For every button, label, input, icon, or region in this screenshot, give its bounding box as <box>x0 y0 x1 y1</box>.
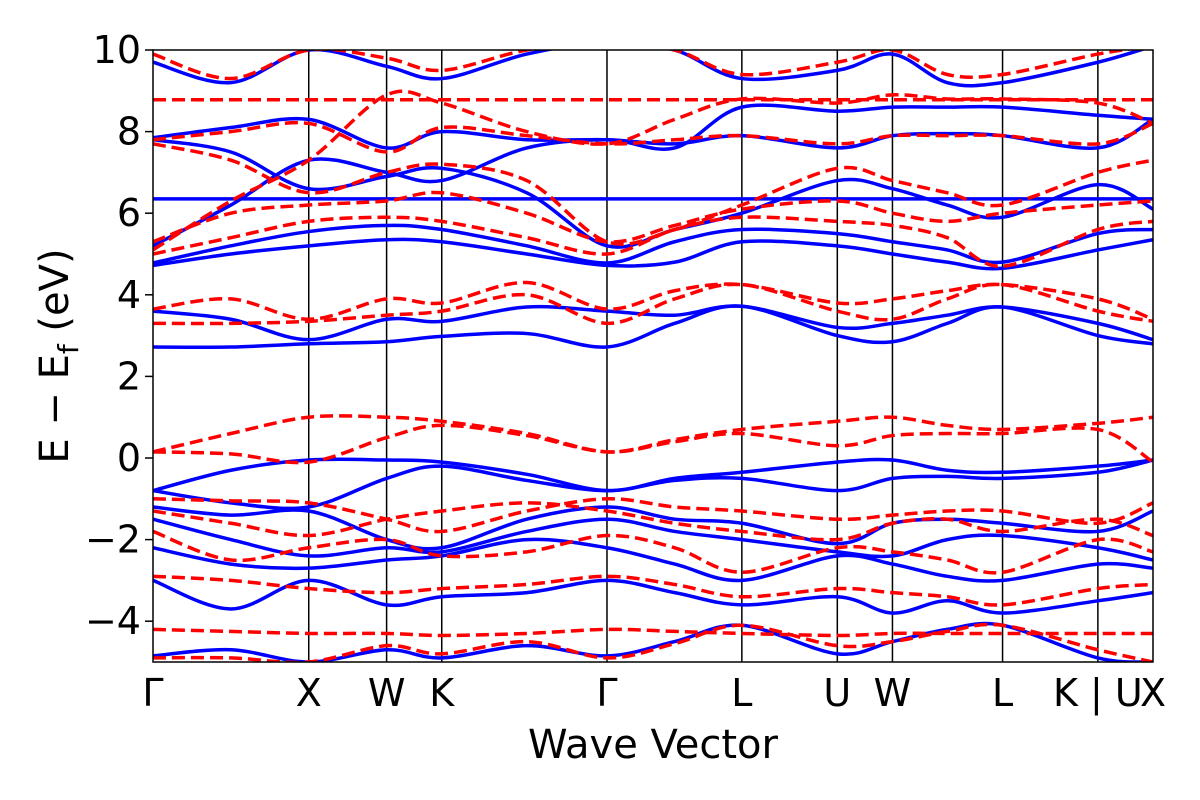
dashed-band-25 <box>153 89 1153 252</box>
dashed-band-22 <box>153 142 1153 246</box>
y-tick-label-2: 6 <box>117 191 141 235</box>
solid-band-9 <box>153 457 1153 493</box>
x-tick-label-7: W <box>874 671 912 715</box>
solid-band-14 <box>153 578 1153 615</box>
x-tick-label-4: Γ <box>596 671 617 715</box>
solid-band-3 <box>153 223 1153 265</box>
solid-band-13 <box>153 537 1153 583</box>
solid-band-10 <box>153 458 1153 511</box>
dashed-band-23 <box>153 120 1153 154</box>
solid-band-11 <box>153 505 1153 551</box>
y-tick-label-0: 10 <box>93 28 141 72</box>
dashed-band-30 <box>153 574 1153 607</box>
solid-band-8 <box>153 50 1146 88</box>
dashed-band-17 <box>153 423 1153 465</box>
y-axis-title: E − Ef (eV) <box>32 248 85 463</box>
y-tick-label-3: 4 <box>117 273 141 317</box>
plot-frame <box>152 49 1154 663</box>
x-tick-label-6: U <box>823 671 851 715</box>
dashed-band-29 <box>153 529 1153 575</box>
y-tick-label-1: 8 <box>117 110 141 154</box>
x-tick-label-8: L <box>992 671 1013 715</box>
dashed-band-16 <box>153 414 1153 454</box>
dashed-band-32 <box>153 622 1153 662</box>
solid-band-6 <box>153 116 1153 151</box>
y-tick-label-7: −4 <box>85 599 141 643</box>
x-tick-label-1: X <box>296 671 322 715</box>
x-axis-title: Wave Vector <box>528 722 779 768</box>
solid-band-1 <box>153 304 1153 342</box>
dashed-band-27 <box>153 497 1153 534</box>
x-tick-label-3: K <box>429 671 455 715</box>
x-tick-label-9: K | U <box>1053 671 1143 716</box>
dashed-band-31 <box>153 627 1153 638</box>
dashed-band-21 <box>153 190 1153 244</box>
solid-band-7 <box>153 103 1153 248</box>
dashed-band-18 <box>153 282 1153 326</box>
x-tick-label-5: L <box>731 671 752 715</box>
y-tick-label-6: −2 <box>85 518 141 562</box>
solid-band-12 <box>153 517 1153 562</box>
x-tick-label-0: Γ <box>142 671 163 715</box>
dashed-band-19 <box>153 280 1153 322</box>
y-tick-label-5: 0 <box>117 436 141 480</box>
solid-band-2 <box>153 237 1153 271</box>
x-tick-label-10: X <box>1140 671 1166 715</box>
dashed-band-26 <box>153 50 1136 81</box>
y-tick-label-4: 2 <box>117 354 141 398</box>
dashed-band-28 <box>153 501 1153 542</box>
x-tick-label-2: W <box>368 671 406 715</box>
